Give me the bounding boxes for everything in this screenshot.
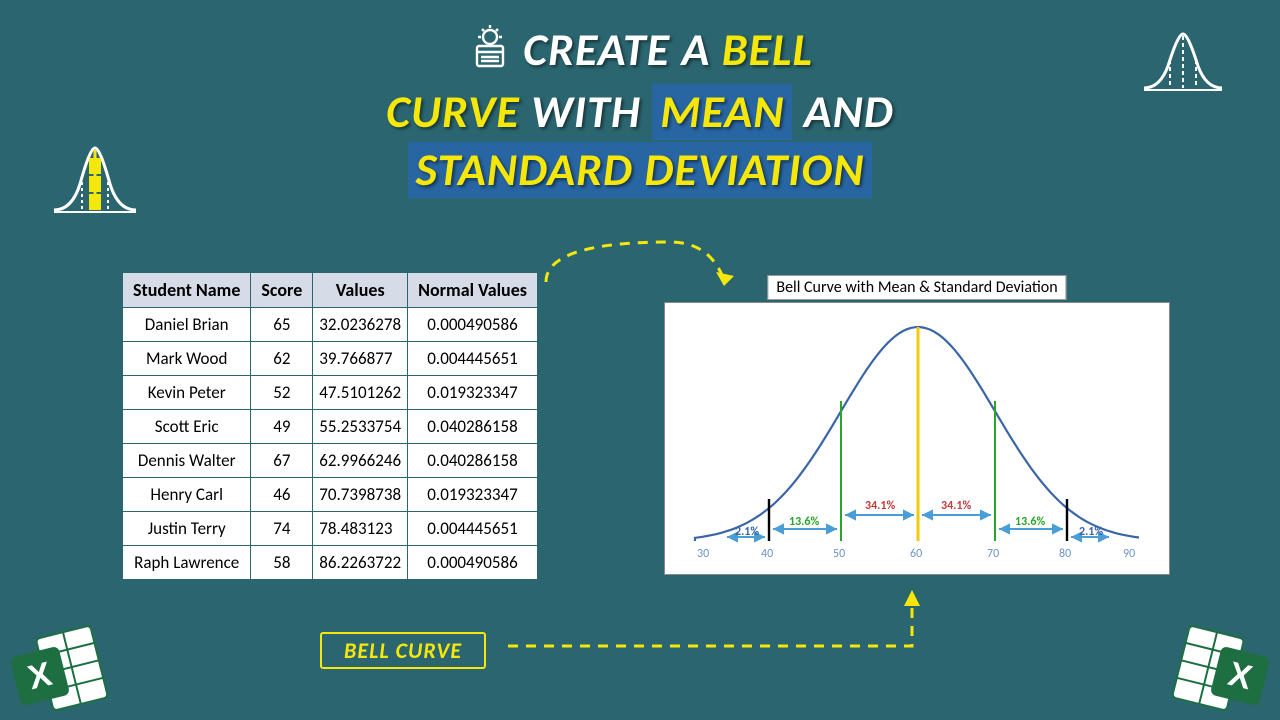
x-tick-label: 60 xyxy=(910,547,922,561)
chart-title: Bell Curve with Mean & Standard Deviatio… xyxy=(767,275,1066,300)
title-text-3: STANDARD DEVIATION xyxy=(408,142,873,198)
table-cell: 74 xyxy=(251,512,313,546)
table-cell: Raph Lawrence xyxy=(123,546,251,580)
main-title: CREATE A BELL CURVE WITH MEAN AND STANDA… xyxy=(0,0,1280,199)
col-header: Normal Values xyxy=(408,273,538,308)
title-text-2a: CURVE xyxy=(386,84,520,140)
mini-curve-icon xyxy=(48,140,142,220)
table-row: Scott Eric4955.25337540.040286158 xyxy=(123,410,538,444)
table-cell: Justin Terry xyxy=(123,512,251,546)
table-cell: 62 xyxy=(251,342,313,376)
table-cell: 0.004445651 xyxy=(408,512,538,546)
table-cell: Daniel Brian xyxy=(123,308,251,342)
table-row: Daniel Brian6532.02362780.000490586 xyxy=(123,308,538,342)
table-row: Kevin Peter5247.51012620.019323347 xyxy=(123,376,538,410)
table-cell: Scott Eric xyxy=(123,410,251,444)
inner-pct-left: 34.1% xyxy=(865,499,895,513)
bell-curve-label: BELL CURVE xyxy=(320,632,486,669)
table-cell: 70.7398738 xyxy=(313,478,408,512)
col-header: Student Name xyxy=(123,273,251,308)
tail-pct-right: 2.1% xyxy=(1079,525,1103,539)
table-header-row: Student Name Score Values Normal Values xyxy=(123,273,538,308)
col-header: Score xyxy=(251,273,313,308)
table-cell: 47.5101262 xyxy=(313,376,408,410)
title-text-2c: MEAN xyxy=(652,84,792,140)
table-cell: 78.483123 xyxy=(313,512,408,546)
col-header: Values xyxy=(313,273,408,308)
table-cell: Mark Wood xyxy=(123,342,251,376)
bell-curve-chart: Bell Curve with Mean & Standard Deviatio… xyxy=(664,302,1170,575)
table-row: Henry Carl4670.73987380.019323347 xyxy=(123,478,538,512)
x-tick-label: 40 xyxy=(761,547,773,561)
table-cell: 0.004445651 xyxy=(408,342,538,376)
table-cell: Henry Carl xyxy=(123,478,251,512)
table-row: Justin Terry7478.4831230.004445651 xyxy=(123,512,538,546)
table-row: Dennis Walter6762.99662460.040286158 xyxy=(123,444,538,478)
x-tick-label: 80 xyxy=(1059,547,1071,561)
table-cell: 0.040286158 xyxy=(408,410,538,444)
tail-pct-left: 2.1% xyxy=(735,525,759,539)
table-cell: 32.0236278 xyxy=(313,308,408,342)
table-cell: 67 xyxy=(251,444,313,478)
title-text-2d: AND xyxy=(792,84,893,140)
mid-pct-right: 13.6% xyxy=(1015,515,1045,529)
table-cell: 62.9966246 xyxy=(313,444,408,478)
gear-icon xyxy=(467,24,513,85)
table-cell: 0.040286158 xyxy=(408,444,538,478)
x-tick-label: 90 xyxy=(1123,547,1135,561)
table-cell: 65 xyxy=(251,308,313,342)
table-cell: 58 xyxy=(251,546,313,580)
excel-icon: X xyxy=(1160,620,1280,720)
table-row: Raph Lawrence5886.22637220.000490586 xyxy=(123,546,538,580)
arrow-label-to-chart xyxy=(502,584,942,656)
title-text-1a: CREATE A xyxy=(523,22,722,78)
table-cell: 86.2263722 xyxy=(313,546,408,580)
table-cell: 0.000490586 xyxy=(408,546,538,580)
table-cell: 0.019323347 xyxy=(408,376,538,410)
table-cell: 0.019323347 xyxy=(408,478,538,512)
title-text-2b: WITH xyxy=(520,84,653,140)
mini-curve-icon xyxy=(1140,26,1226,96)
table-cell: 46 xyxy=(251,478,313,512)
table-cell: 49 xyxy=(251,410,313,444)
mid-pct-left: 13.6% xyxy=(789,515,819,529)
data-table: Student Name Score Values Normal Values … xyxy=(122,272,538,580)
table-row: Mark Wood6239.7668770.004445651 xyxy=(123,342,538,376)
title-text-1b: BELL xyxy=(722,22,813,78)
table-cell: 0.000490586 xyxy=(408,308,538,342)
x-tick-label: 50 xyxy=(833,547,845,561)
table-cell: 52 xyxy=(251,376,313,410)
x-tick-label: 30 xyxy=(697,547,709,561)
table-cell: 55.2533754 xyxy=(313,410,408,444)
excel-icon: X xyxy=(0,620,120,720)
table-cell: Kevin Peter xyxy=(123,376,251,410)
x-tick-label: 70 xyxy=(987,547,999,561)
table-cell: 39.766877 xyxy=(313,342,408,376)
table-cell: Dennis Walter xyxy=(123,444,251,478)
inner-pct-right: 34.1% xyxy=(941,499,971,513)
